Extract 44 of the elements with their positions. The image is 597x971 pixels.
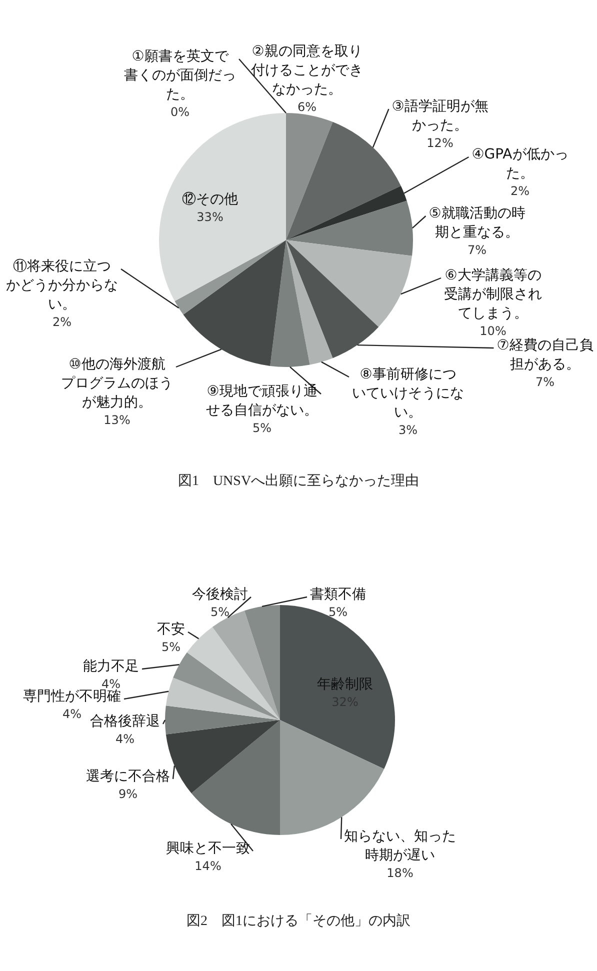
slice-label: ⑦経費の自己負担がある。: [496, 338, 594, 373]
data-label: 5%: [328, 605, 348, 620]
slice-label: ⑨現地で頑張り通せる自信がない。: [206, 384, 318, 419]
data-label: 5%: [161, 640, 181, 654]
caption: 図1 UNSVへ出願に至らなかった理由: [176, 472, 420, 490]
slice-label: 選考に不合格: [86, 768, 170, 785]
data-label: 2%: [510, 184, 530, 198]
slice-label: ⑩他の海外渡航プログラムのほうが魅力的。: [61, 356, 173, 411]
data-label: 7%: [467, 243, 487, 258]
slice-label: ⑥大学講義等の受講が制限されてしまう。: [444, 268, 542, 322]
data-label: 9%: [118, 787, 138, 802]
slice-label: 不安: [157, 622, 185, 638]
slice-label: ⑪将来役に立つかどうか分からない。: [6, 258, 118, 313]
slice-label: 能力不足: [83, 658, 139, 675]
slice-label: 知らない、知った時期が遅い: [344, 828, 456, 864]
data-label: 33%: [196, 210, 224, 224]
data-label: 13%: [104, 413, 130, 428]
data-label: 5%: [252, 421, 272, 436]
category-label: ①願書を英文で書くのが面倒だった。: [124, 48, 236, 103]
slice-label: ⑧事前研修についていけそうにない。: [352, 366, 464, 421]
data-label: 10%: [480, 324, 506, 338]
slice-label: ④GPAが低かった。: [472, 146, 568, 182]
slice-label: ⑤就職活動の時期と重なる。: [428, 206, 526, 241]
slice-label: 合格後辞退: [90, 714, 160, 730]
slice-label: ②親の同意を取り付けることができなかった。: [250, 44, 363, 98]
slice-label: ⑫その他: [182, 192, 238, 208]
data-label: 4%: [62, 707, 82, 722]
slice-label: 興味と不一致: [166, 840, 250, 857]
data-label: 18%: [386, 866, 414, 880]
data-label: 7%: [535, 375, 555, 390]
slice-label: 書類不備: [310, 586, 366, 603]
slice-label: 年齢制限: [317, 676, 373, 693]
data-label: 14%: [194, 859, 222, 874]
slice-label: 専門性が不明確: [23, 688, 121, 705]
data-label: 5%: [210, 605, 230, 620]
caption: 図2 図1における「その他」の内訳: [186, 912, 412, 930]
data-label: 3%: [398, 423, 418, 438]
slice-label: ③語学証明が無かった。: [392, 98, 488, 134]
slice-label: 今後検討: [192, 586, 248, 603]
data-label: 6%: [297, 100, 317, 114]
data-label: 2%: [52, 315, 72, 330]
data-label: 12%: [426, 136, 454, 150]
data-label: 4%: [115, 732, 135, 746]
text: 0%: [170, 105, 190, 120]
